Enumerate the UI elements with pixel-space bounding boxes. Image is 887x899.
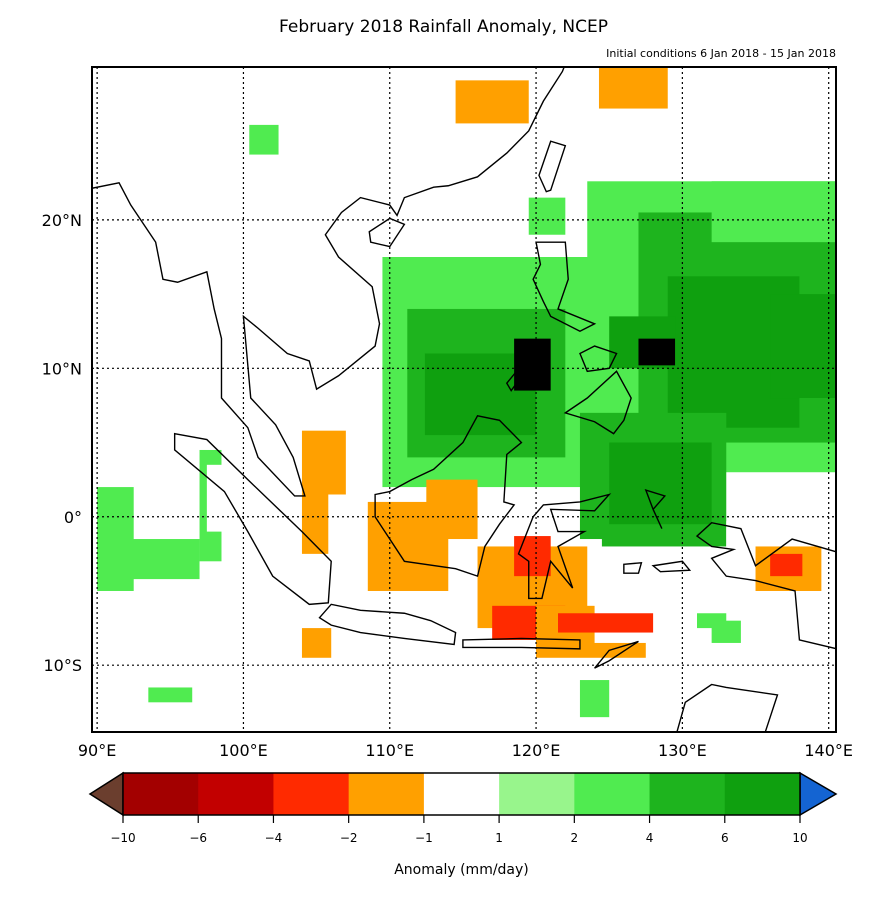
colorbar-tick-label: 10 — [792, 831, 807, 845]
anomaly-cell — [711, 181, 836, 243]
lon-tick-label: 110°E — [365, 741, 414, 760]
colorbar-tick-label: 1 — [495, 831, 503, 845]
lon-tick-label: 130°E — [658, 741, 707, 760]
anomaly-cell — [704, 110, 785, 125]
lat-tick-label: 10°N — [42, 359, 82, 378]
colorbar-frame — [122, 772, 801, 816]
anomaly-cell — [126, 717, 142, 732]
anomaly-cell — [558, 613, 654, 633]
colorbar-over-arrow — [799, 771, 838, 817]
map-frame — [91, 66, 837, 733]
colorbar-under-arrow — [88, 771, 124, 817]
colorbar-tick-label: −6 — [189, 831, 207, 845]
coastline — [651, 560, 692, 573]
anomaly-cell — [249, 124, 279, 155]
coastline — [676, 683, 779, 732]
anomaly-cell — [733, 702, 771, 732]
anomaly-cell — [455, 80, 529, 124]
anomaly-cell — [236, 598, 281, 643]
colorbar-segment — [348, 773, 425, 815]
coastline — [695, 521, 836, 650]
anomaly-cell — [598, 67, 668, 109]
lon-tick-label: 140°E — [804, 741, 853, 760]
coastline — [532, 241, 597, 333]
anomaly-cell — [514, 536, 551, 577]
colorbar-tick-label: 2 — [571, 831, 579, 845]
anomaly-cell — [133, 67, 165, 96]
anomaly-cell — [97, 702, 112, 718]
lat-tick-label: 20°N — [42, 211, 82, 230]
colorbar-label: Anomaly (mm/day) — [394, 862, 529, 878]
colorbar-segment — [724, 773, 801, 815]
colorbar-tick-label: 4 — [646, 831, 654, 845]
anomaly-cell — [770, 294, 836, 399]
coastline — [563, 370, 632, 435]
colorbar-tick-label: 6 — [721, 831, 729, 845]
map-title: February 2018 Rainfall Anomaly, NCEP — [279, 17, 608, 37]
map-area — [92, 67, 836, 732]
coastline — [505, 355, 535, 392]
anomaly-cell — [638, 338, 676, 366]
coastline — [173, 432, 332, 606]
anomaly-cell — [770, 553, 803, 577]
lon-tick-label: 100°E — [219, 741, 268, 760]
anomaly-cell — [97, 487, 134, 591]
lat-tick-label: 0° — [64, 508, 82, 527]
coastline — [368, 217, 406, 248]
coastline — [462, 637, 581, 650]
coastline — [318, 603, 457, 646]
anomaly-cell — [301, 628, 332, 658]
anomaly-cell — [514, 338, 551, 391]
coastline — [644, 488, 667, 529]
colorbar-segment — [574, 773, 651, 815]
coastline — [92, 67, 565, 497]
coastline — [538, 140, 567, 193]
lat-tick-label: 10°S — [43, 656, 82, 675]
anomaly-cell — [711, 620, 741, 643]
anomaly-cell — [148, 687, 193, 703]
colorbar-segment — [273, 773, 350, 815]
coastline — [517, 493, 612, 600]
colorbar-segment — [499, 773, 575, 815]
anomaly-cell — [609, 442, 712, 525]
colorbar-tick-label: −4 — [265, 831, 283, 845]
colorbar-tick-label: −2 — [340, 831, 358, 845]
anomaly-cell — [528, 197, 566, 235]
colorbar-tick-label: −1 — [415, 831, 433, 845]
lon-tick-label: 120°E — [512, 741, 561, 760]
colorbar-segment — [423, 773, 500, 815]
colorbar-tick-label: −10 — [110, 831, 135, 845]
coastline — [579, 345, 618, 373]
colorbar-segment — [123, 773, 199, 815]
colorbar-segment — [649, 773, 726, 815]
coastline — [623, 561, 643, 574]
anomaly-cell — [97, 642, 134, 658]
coastline — [374, 415, 523, 578]
lon-tick-label: 90°E — [78, 741, 116, 760]
map-subtitle: Initial conditions 6 Jan 2018 - 15 Jan 2… — [606, 47, 836, 60]
colorbar-segment — [198, 773, 274, 815]
anomaly-cell — [579, 680, 610, 718]
anomaly-cell — [206, 464, 244, 532]
coastline — [594, 640, 639, 669]
